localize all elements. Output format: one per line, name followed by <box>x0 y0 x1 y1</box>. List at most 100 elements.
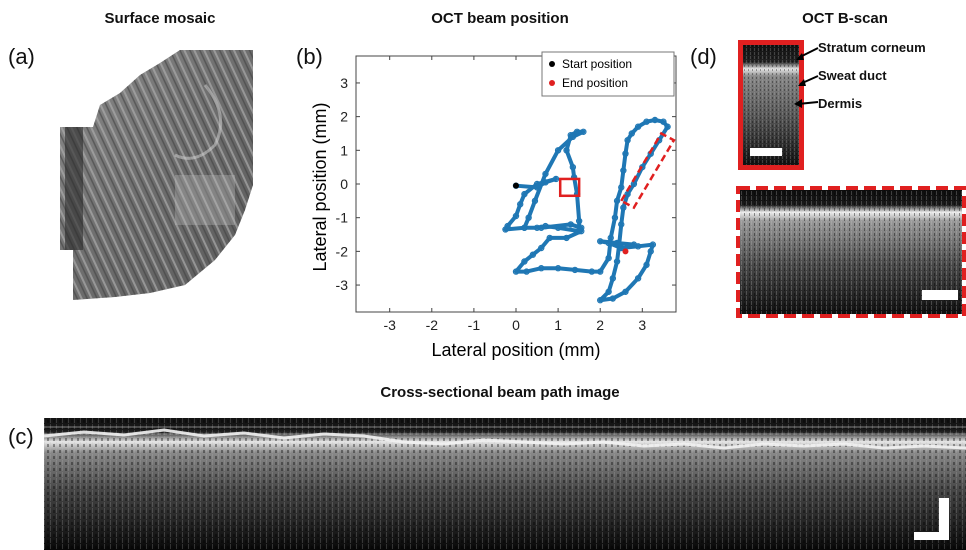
beam-trace-point <box>580 128 587 135</box>
annotation-stratum-corneum: Stratum corneum <box>818 40 926 55</box>
beam-trace-point <box>567 221 574 228</box>
x-tick-label: 0 <box>512 317 520 333</box>
x-axis-label: Lateral position (mm) <box>431 340 600 360</box>
beam-trace-point <box>546 234 553 242</box>
surface-mosaic-image <box>60 50 253 300</box>
beam-trace-point <box>618 184 625 191</box>
y-tick-label: 1 <box>340 142 348 158</box>
beam-trace-point <box>588 268 595 275</box>
beam-trace-point <box>624 137 631 144</box>
beam-trace-point <box>649 241 657 248</box>
beam-trace-point <box>620 167 627 174</box>
panel-c-title: Cross-sectional beam path image <box>380 384 620 401</box>
beam-trace-point <box>622 150 629 157</box>
panel-d-title: OCT B-scan <box>802 10 888 27</box>
x-tick-label: 2 <box>596 317 604 333</box>
beam-trace-point <box>512 268 520 275</box>
beam-trace-point <box>660 118 667 125</box>
panel-b-title: OCT beam position <box>431 10 569 27</box>
oct-bscan-small <box>738 40 804 170</box>
beam-trace-point <box>554 147 562 154</box>
beam-trace-point <box>597 268 604 275</box>
y-tick-label: 3 <box>340 75 348 91</box>
beam-trace-point <box>569 133 577 141</box>
beam-trace-point <box>639 163 646 171</box>
beam-trace-point <box>533 180 541 188</box>
beam-trace-point <box>571 266 579 274</box>
beam-trace-point <box>529 251 537 258</box>
beam-trace-point <box>542 179 549 186</box>
beam-trace-point <box>575 217 583 225</box>
beam-trace-point <box>613 258 621 265</box>
scale-bar <box>750 148 782 156</box>
beam-trace-point <box>618 221 625 228</box>
oct-bscan-large <box>736 186 966 318</box>
roi-box-solid <box>558 177 581 198</box>
beam-trace-point <box>605 239 612 247</box>
beam-trace-point <box>620 204 627 211</box>
legend-end-label: End position <box>562 76 628 90</box>
beam-trace-point <box>611 214 619 221</box>
beam-trace-point <box>563 147 570 154</box>
beam-trace-point <box>512 212 520 220</box>
legend: Start position End position <box>541 51 675 97</box>
beam-trace-line <box>503 118 670 303</box>
beam-trace-point <box>613 197 621 205</box>
annotation-sweat-duct: Sweat duct <box>818 68 887 83</box>
cross-sectional-beam-path-image <box>44 418 966 550</box>
scale-bar <box>922 290 958 300</box>
beam-trace-point <box>554 224 562 231</box>
panel-a-title: Surface mosaic <box>104 10 216 27</box>
beam-trace-point <box>517 201 524 208</box>
beam-trace-point <box>597 297 604 304</box>
annotation-arrows <box>794 47 819 108</box>
beam-trace-point <box>630 241 638 248</box>
beam-trace-point <box>597 238 604 245</box>
y-tick-label: 0 <box>340 176 348 192</box>
beam-trace-point <box>538 224 545 231</box>
beam-trace-point <box>634 275 642 282</box>
panel-a-label: (a) <box>8 44 35 69</box>
beam-trace-point <box>521 224 528 231</box>
panel-d-label: (d) <box>690 44 717 69</box>
beam-trace-point <box>569 163 577 171</box>
beam-position-plot: -3 -2 -1 0 1 2 3 -3 -2 -1 0 1 2 3 Lateral position (m… <box>310 51 677 360</box>
beam-trace-point <box>607 234 614 242</box>
y-tick-label: -3 <box>336 277 349 293</box>
beam-trace-point <box>647 248 654 255</box>
scale-bar <box>914 498 949 540</box>
beam-trace-point <box>643 118 650 125</box>
beam-trace-point <box>552 175 560 183</box>
beam-trace-point <box>525 214 532 221</box>
beam-trace-point <box>578 227 585 235</box>
beam-trace-point <box>651 116 659 124</box>
beam-trace-point <box>563 234 570 242</box>
x-tick-label: -2 <box>426 317 439 333</box>
beam-trace-point <box>634 123 642 130</box>
beam-trace-point <box>554 265 562 272</box>
beam-trace-point <box>531 197 539 205</box>
beam-trace-point <box>533 224 541 231</box>
beam-trace-point <box>573 128 581 135</box>
legend-start-marker <box>549 61 555 67</box>
y-tick-label: -2 <box>336 243 349 259</box>
beam-trace-point <box>523 268 530 275</box>
beam-trace-point <box>622 288 629 295</box>
x-tick-label: -1 <box>468 317 481 333</box>
roi-box-dashed <box>619 131 676 210</box>
beam-trace-point <box>605 288 612 295</box>
panel-b-label: (b) <box>296 44 323 69</box>
x-tick-label: -3 <box>383 317 396 333</box>
end-position-marker <box>622 248 629 255</box>
legend-end-marker <box>549 80 555 86</box>
beam-trace-point <box>605 254 612 262</box>
beam-trace-point <box>643 261 650 269</box>
beam-trace-point <box>578 224 585 231</box>
start-position-marker <box>513 182 519 189</box>
x-tick-label: 1 <box>554 317 562 333</box>
legend-start-label: Start position <box>562 57 632 71</box>
beam-trace-point <box>521 258 528 265</box>
annotation-dermis: Dermis <box>818 96 863 111</box>
beam-trace-point <box>664 123 671 130</box>
beam-trace-point <box>533 184 541 191</box>
